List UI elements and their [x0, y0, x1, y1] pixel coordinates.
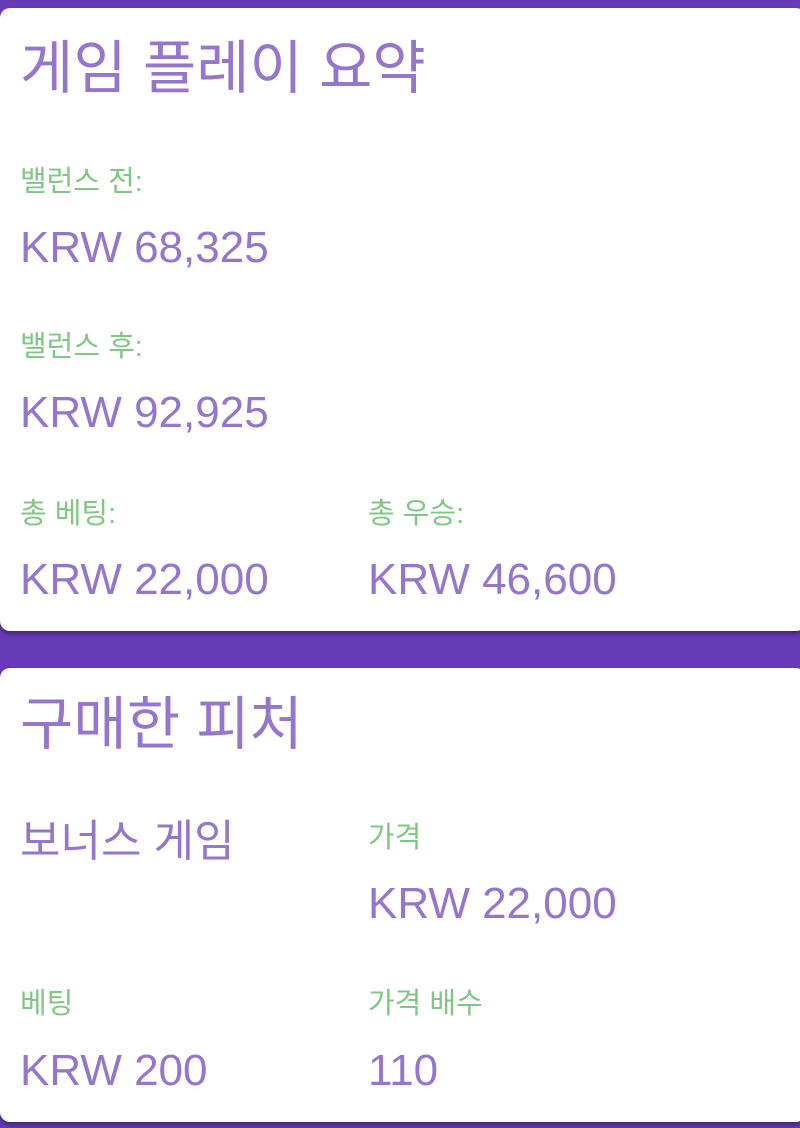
multiplier-value: 110	[368, 1046, 439, 1095]
balance-before-value: KRW 68,325	[20, 223, 269, 272]
total-win-label: 총 우승:	[368, 498, 465, 530]
bet-value: KRW 200	[20, 1046, 208, 1095]
total-bet-label: 총 베팅:	[20, 498, 117, 530]
price-value: KRW 22,000	[368, 879, 617, 928]
summary-title: 게임 플레이 요약	[20, 36, 426, 101]
multiplier-label: 가격 배수	[368, 988, 483, 1020]
gameplay-summary-card: 게임 플레이 요약 밸런스 전: KRW 68,325 밸런스 후: KRW 9…	[0, 8, 800, 631]
purchased-features-card: 구매한 피처 보너스 게임 가격 KRW 22,000 베팅 KRW 200 가…	[0, 668, 800, 1122]
balance-before-label: 밸런스 전:	[20, 166, 143, 198]
features-title: 구매한 피처	[20, 692, 303, 757]
balance-after-label: 밸런스 후:	[20, 331, 143, 363]
total-bet-value: KRW 22,000	[20, 555, 269, 604]
bet-label: 베팅	[20, 988, 74, 1020]
feature-name: 보너스 게임	[20, 817, 235, 866]
price-label: 가격	[368, 822, 422, 854]
balance-after-value: KRW 92,925	[20, 388, 269, 437]
total-win-value: KRW 46,600	[368, 555, 617, 604]
